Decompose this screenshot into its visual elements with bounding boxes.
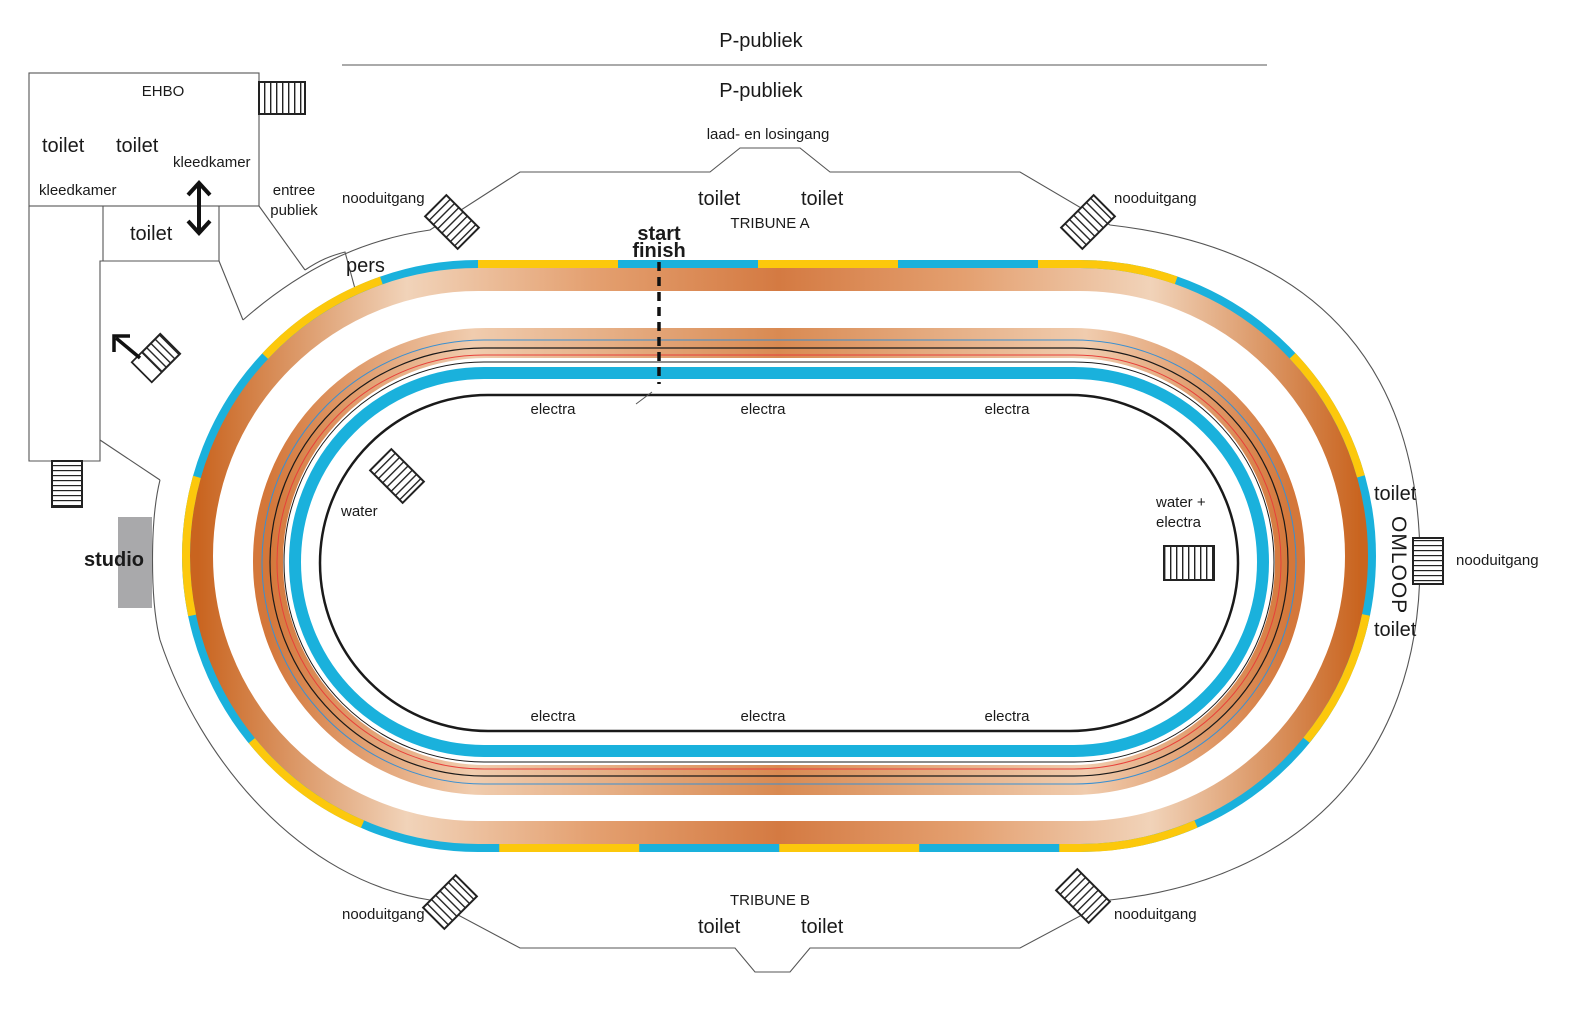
studio-block xyxy=(118,517,152,608)
electra-label: electra xyxy=(530,401,576,418)
annex-building xyxy=(28,72,306,481)
electra-label: electra xyxy=(740,708,786,725)
tribune-a-label: TRIBUNE A xyxy=(730,215,810,232)
toilet-label: toilet xyxy=(698,916,741,938)
start-finish-tick xyxy=(635,391,653,405)
nooduitgang-label: nooduitgang xyxy=(342,906,425,923)
water-electra-label-2: electra xyxy=(1156,514,1202,531)
ehbo-room xyxy=(28,72,260,207)
toilet-label: toilet xyxy=(801,188,844,210)
inner-track-lines xyxy=(261,339,1297,785)
entree-wall-outer xyxy=(258,205,306,271)
entree-wall xyxy=(218,260,244,321)
kleedkamer-label: kleedkamer xyxy=(173,154,251,171)
nooduitgang-label: nooduitgang xyxy=(342,190,425,207)
inner-edge-blue xyxy=(289,367,1269,757)
staircase-icon xyxy=(1412,537,1444,585)
toilet-label: toilet xyxy=(42,135,85,157)
toilet-label: toilet xyxy=(698,188,741,210)
annex-corridor xyxy=(28,206,220,462)
tribune-b-label: TRIBUNE B xyxy=(729,892,811,909)
staircase-icon xyxy=(368,447,426,505)
studio-wall xyxy=(99,439,161,481)
staircase-icon xyxy=(423,193,481,251)
nooduitgang-label: nooduitgang xyxy=(1114,906,1197,923)
staircase-icon xyxy=(130,332,182,384)
infield xyxy=(318,393,1240,733)
omloop-outer-line xyxy=(151,147,1421,973)
electra-label: electra xyxy=(530,708,576,725)
staircase-icon xyxy=(1163,545,1215,581)
water-label: water xyxy=(341,503,378,520)
toilet-label: toilet xyxy=(1374,483,1417,505)
toilet-label: toilet xyxy=(130,223,173,245)
kleedkamer-label: kleedkamer xyxy=(39,182,117,199)
pers-label: pers xyxy=(346,255,385,277)
electra-label: electra xyxy=(740,401,786,418)
nooduitgang-label: nooduitgang xyxy=(1456,552,1539,569)
staircase-icon xyxy=(1059,193,1117,251)
staircase-icon xyxy=(258,81,306,115)
pers-wall xyxy=(304,251,358,297)
finish-label: finish xyxy=(632,240,686,262)
double-arrow-icon xyxy=(186,180,212,236)
entree-label: entree xyxy=(272,182,316,199)
toilet-label: toilet xyxy=(801,916,844,938)
laad-losingang-label: laad- en losingang xyxy=(706,126,830,143)
parking-label-inner: P-publiek xyxy=(719,80,803,102)
outer-edge-yellow xyxy=(182,260,1376,852)
staircase-icon xyxy=(1054,867,1112,925)
inner-track-band xyxy=(253,328,1305,795)
nooduitgang-label: nooduitgang xyxy=(1114,190,1197,207)
toilet-label: toilet xyxy=(1374,619,1417,641)
entree-label-2: publiek xyxy=(270,202,318,219)
toilet-label: toilet xyxy=(116,135,159,157)
water-electra-label: water + xyxy=(1156,494,1206,511)
electra-label: electra xyxy=(984,401,1030,418)
start-label: start xyxy=(637,223,681,245)
studio-label: studio xyxy=(84,549,144,571)
staircase-icon xyxy=(51,460,83,508)
exit-arrow-icon xyxy=(112,334,142,360)
ehbo-label: EHBO xyxy=(141,83,185,100)
electra-label: electra xyxy=(984,708,1030,725)
omloop-label: OMLOOP xyxy=(1387,516,1410,615)
outer-track-band xyxy=(183,261,1375,851)
staircase-icon xyxy=(421,873,479,931)
parking-label-top: P-publiek xyxy=(719,30,803,52)
